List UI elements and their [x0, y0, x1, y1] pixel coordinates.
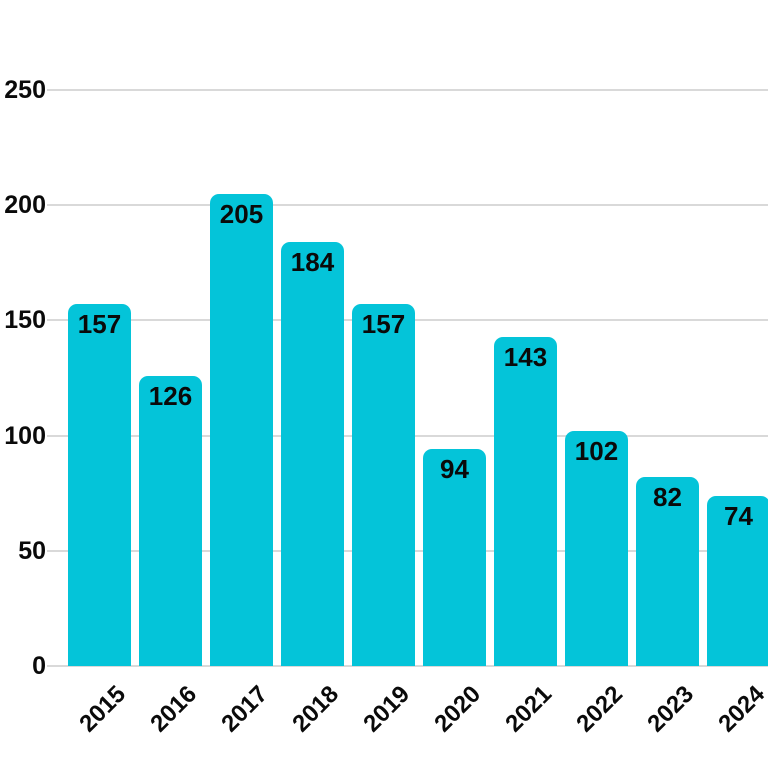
y-tick-label: 200: [4, 191, 46, 220]
x-tick-label-2024: 2024: [713, 680, 768, 738]
x-tick-label-2017: 2017: [216, 680, 274, 738]
bar-2021: 143: [494, 336, 557, 666]
bar-2023: 82: [636, 477, 699, 666]
y-tick-label: 250: [4, 76, 46, 104]
gridline-y-0: [47, 665, 768, 667]
x-tick-label-2021: 2021: [500, 680, 558, 738]
bar-value-label: 184: [290, 247, 335, 278]
bar-2015: 157: [68, 304, 131, 666]
bar-value-label: 82: [653, 482, 682, 513]
bar-2022: 102: [565, 430, 628, 666]
bar-value-label: 143: [503, 341, 548, 372]
x-tick-label-2020: 2020: [429, 680, 487, 738]
y-tick-label: 0: [32, 652, 46, 680]
bar-2024: 74: [707, 495, 768, 666]
bar-value-label: 74: [724, 500, 753, 531]
x-tick-label-2023: 2023: [642, 680, 700, 738]
bar-value-label: 126: [148, 380, 193, 411]
bar-2017: 205: [210, 193, 273, 666]
bar-2016: 126: [139, 375, 202, 666]
bar-value-label: 157: [77, 309, 122, 340]
x-tick-label-2018: 2018: [287, 680, 345, 738]
bar-2018: 184: [281, 242, 344, 666]
x-tick-label-2016: 2016: [145, 680, 203, 738]
gridline-y-250: [47, 89, 768, 91]
bar-value-label: 205: [219, 198, 264, 229]
bar-2019: 157: [352, 304, 415, 666]
x-tick-label-2022: 2022: [571, 680, 629, 738]
y-tick-label: 150: [4, 306, 46, 335]
x-tick-label-2015: 2015: [74, 680, 132, 738]
y-tick-label: 100: [4, 421, 46, 450]
bar-2020: 94: [423, 449, 486, 666]
bar-value-label: 157: [361, 309, 406, 340]
x-tick-label-2019: 2019: [358, 680, 416, 738]
bar-value-label: 102: [574, 435, 619, 466]
gridline-y-200: [47, 204, 768, 207]
bar-value-label: 94: [440, 454, 469, 485]
y-tick-label: 50: [18, 536, 46, 565]
